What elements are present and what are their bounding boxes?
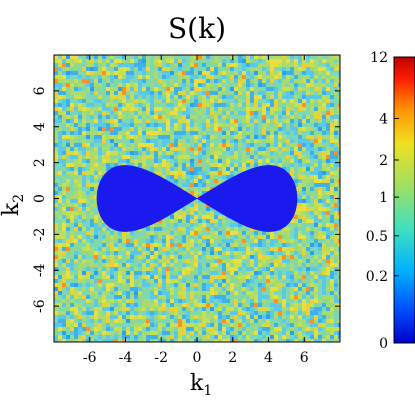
x-tick-label: 6 [300, 350, 309, 366]
heatmap-noise [54, 55, 340, 342]
colorbar-tick-label: 12 [370, 50, 388, 66]
x-tick-label: 4 [264, 350, 273, 366]
colorbar-tick-label: 0.2 [366, 269, 388, 285]
y-axis-label-main: k [0, 202, 24, 216]
chart-title: S(k) [168, 12, 226, 45]
colorbar-tick-label: 1 [379, 190, 388, 206]
y-tick-label: -6 [32, 299, 48, 313]
x-axis-label-subscript: 1 [203, 383, 212, 399]
y-tick-label: 6 [32, 86, 48, 95]
y-tick-label: 4 [32, 122, 48, 131]
y-axis-ticks: -6 -4 -2 0 2 4 6 [32, 86, 340, 313]
y-axis-label-subscript: 2 [11, 194, 27, 203]
zero-region-figure-eight [96, 165, 298, 232]
x-axis-label: k1 [190, 371, 212, 399]
x-axis-ticks: -6 -4 -2 0 2 4 6 [83, 55, 309, 366]
colorbar [393, 56, 415, 344]
colorbar-tick-label: 0 [379, 336, 388, 352]
x-tick-label: -2 [154, 350, 168, 366]
y-tick-label: 0 [32, 194, 48, 203]
y-tick-label: -4 [32, 263, 48, 277]
x-tick-label: 2 [228, 350, 237, 366]
colorbar-tick-label: 2 [379, 153, 388, 169]
x-tick-label: 0 [193, 350, 202, 366]
x-axis-label-main: k [190, 371, 204, 396]
x-tick-label: -4 [119, 350, 133, 366]
y-axis-label: k2 [0, 194, 27, 216]
x-tick-label: -6 [83, 350, 97, 366]
heatmap-plot-area [54, 55, 340, 342]
y-tick-label: 2 [32, 158, 48, 167]
colorbar-tick-label: 4 [379, 111, 388, 127]
colorbar-tick-label: 0.5 [366, 229, 388, 245]
y-tick-label: -2 [32, 228, 48, 242]
